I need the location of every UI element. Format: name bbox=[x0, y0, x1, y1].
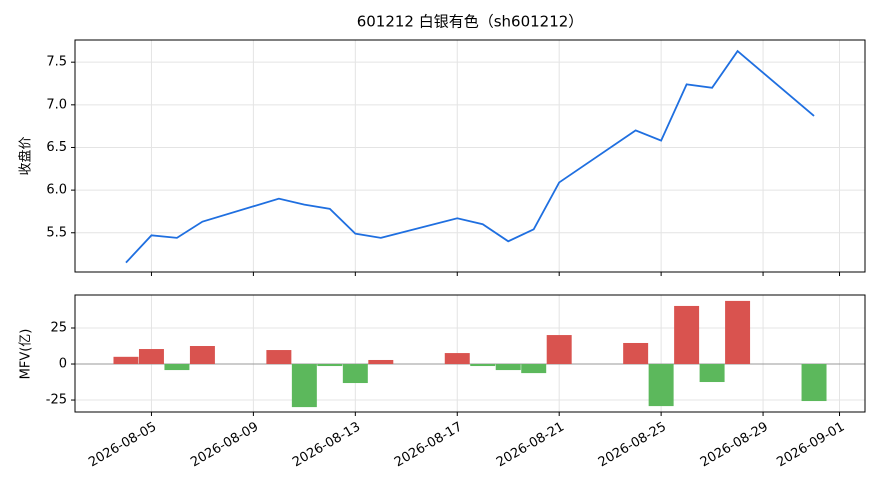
bar bbox=[266, 350, 292, 365]
y-tick-label: 7.5 bbox=[46, 55, 67, 70]
bar bbox=[623, 342, 649, 365]
y-axis-label: 收盘价 bbox=[18, 136, 34, 175]
bar bbox=[291, 364, 317, 408]
y-tick-label: 0 bbox=[59, 357, 67, 372]
axes-frame bbox=[74, 294, 866, 413]
bar bbox=[674, 305, 700, 365]
bar bbox=[470, 364, 496, 367]
axes-frame bbox=[74, 39, 866, 273]
y-tick-label: 25 bbox=[50, 320, 67, 335]
x-tick-label: 2026-08-17 bbox=[392, 420, 465, 471]
bar bbox=[138, 349, 164, 365]
bar bbox=[317, 364, 343, 367]
bar bbox=[725, 300, 751, 365]
x-tick-label: 2026-08-05 bbox=[86, 420, 159, 471]
y-tick-label: 5.5 bbox=[46, 225, 67, 240]
bar bbox=[801, 364, 827, 402]
price-line bbox=[125, 49, 815, 264]
bar bbox=[699, 364, 725, 383]
bar bbox=[189, 346, 215, 365]
x-tick-label: 2026-09-01 bbox=[774, 420, 847, 471]
bar bbox=[368, 359, 394, 365]
x-tick-label: 2026-08-09 bbox=[188, 420, 261, 471]
bar bbox=[521, 364, 547, 374]
y-axis-label: MFV(亿) bbox=[19, 329, 34, 380]
x-tick-label: 2026-08-21 bbox=[494, 420, 567, 471]
bar bbox=[164, 364, 190, 371]
x-tick-label: 2026-08-13 bbox=[290, 420, 363, 471]
bar bbox=[648, 364, 674, 407]
bar bbox=[546, 335, 572, 365]
y-tick-label: 7.0 bbox=[46, 97, 67, 112]
x-tick-label: 2026-08-29 bbox=[698, 420, 771, 471]
y-tick-label: 6.5 bbox=[46, 140, 67, 155]
y-tick-label: 6.0 bbox=[46, 183, 67, 198]
bar bbox=[342, 364, 368, 384]
chart-title: 601212 白银有色（sh601212） bbox=[357, 13, 584, 31]
x-tick-label: 2026-08-25 bbox=[596, 420, 669, 471]
bar bbox=[495, 364, 521, 371]
bar bbox=[444, 353, 470, 365]
bar bbox=[113, 356, 139, 365]
y-tick-label: -25 bbox=[46, 393, 67, 408]
